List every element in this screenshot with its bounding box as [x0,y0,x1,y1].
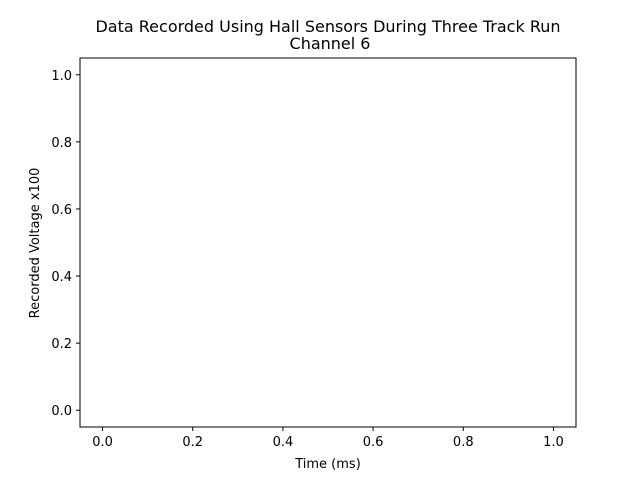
y-tick-label: 0.2 [51,337,72,352]
y-tick-label: 1.0 [51,69,72,84]
chart-title: Data Recorded Using Hall Sensors During … [95,17,560,36]
y-tick-label: 0.8 [51,136,72,151]
y-axis-label: Recorded Voltage x100 [28,168,43,319]
chart-subtitle: Channel 6 [290,34,371,53]
x-axis-label: Time (ms) [294,457,361,472]
x-tick-label: 0.6 [363,435,384,450]
y-axis-ticks: 0.0 0.2 0.4 0.6 0.8 1.0 [51,69,80,419]
y-tick-label: 0.6 [51,203,72,218]
x-tick-label: 0.2 [182,435,203,450]
x-tick-label: 1.0 [543,435,564,450]
y-tick-label: 0.4 [51,270,72,285]
x-tick-label: 0.8 [453,435,474,450]
x-tick-label: 0.0 [92,435,113,450]
x-axis-ticks: 0.0 0.2 0.4 0.6 0.8 1.0 [92,427,564,450]
plot-area [79,57,577,428]
y-tick-label: 0.0 [51,404,72,419]
x-tick-label: 0.4 [273,435,294,450]
